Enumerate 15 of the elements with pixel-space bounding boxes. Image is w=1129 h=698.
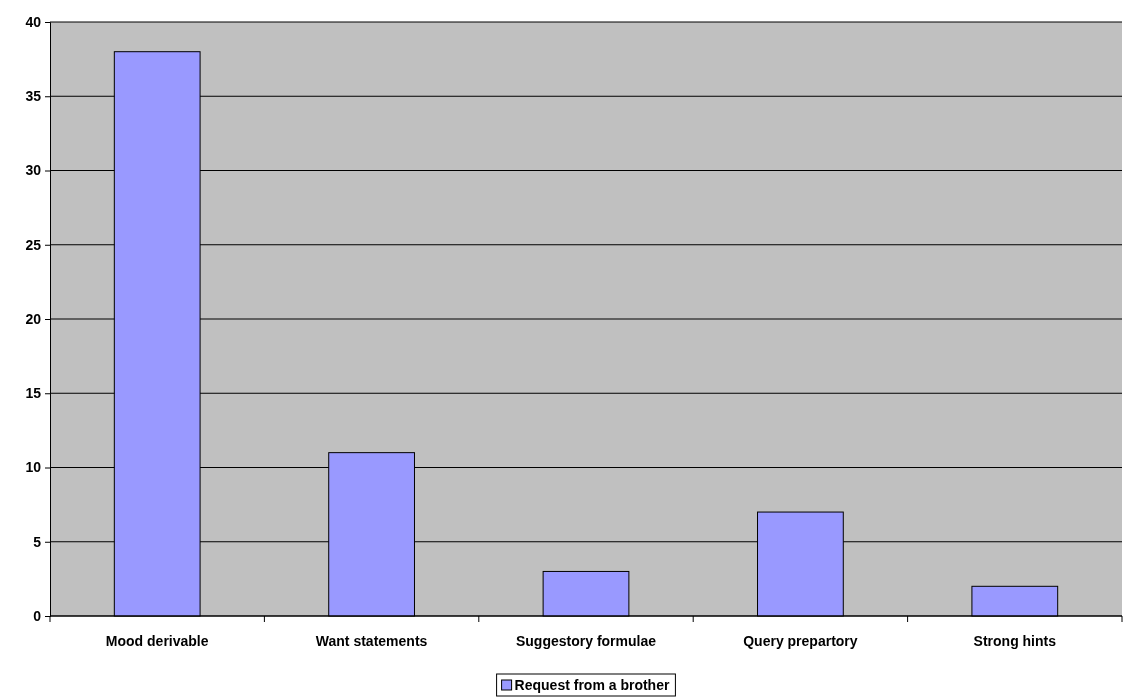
x-tick-label: Query prepartory: [743, 633, 858, 649]
x-tick-label: Suggestory formulae: [515, 633, 657, 649]
y-tick-label: 25: [25, 236, 42, 253]
y-tick-label: 10: [25, 459, 42, 476]
x-tick-label: Strong hints: [973, 633, 1057, 649]
legend-label: Request from a brother: [514, 677, 670, 693]
x-tick-label: Mood derivable: [105, 633, 209, 649]
y-tick-label: 5: [33, 533, 42, 550]
y-tick-label: 20: [25, 310, 42, 327]
x-tick-label: Want statements: [315, 633, 428, 649]
y-tick-label: 30: [25, 162, 42, 179]
y-tick-label: 15: [25, 385, 42, 402]
y-tick-label: 0: [33, 607, 42, 624]
y-tick-label: 40: [25, 13, 42, 30]
y-tick-label: 35: [25, 88, 42, 105]
